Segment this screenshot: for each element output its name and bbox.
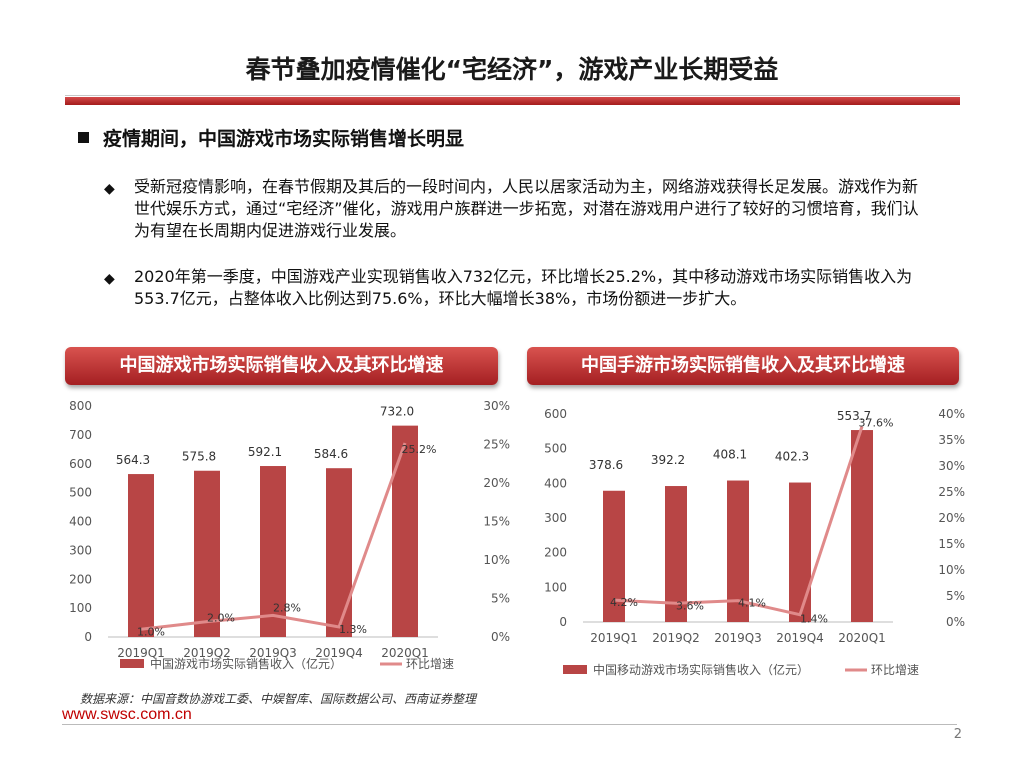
- bullet-item-1: ◆ 受新冠疫情影响，在春节假期及其后的一段时间内，人民以居家活动为主，网络游戏获…: [104, 176, 932, 242]
- growth-rate-label: 1.4%: [800, 613, 828, 626]
- growth-rate-label: 4.1%: [738, 597, 766, 610]
- y2-tick-label: 10%: [938, 563, 965, 577]
- growth-rate-label: 1.3%: [339, 623, 367, 636]
- bar-value-label: 402.3: [775, 450, 809, 464]
- y-tick-label: 0: [84, 630, 92, 644]
- x-tick-label: 2019Q3: [714, 631, 762, 645]
- growth-rate-label: 25.2%: [402, 443, 437, 456]
- bar-2019q1: [128, 474, 154, 637]
- x-tick-label: 2019Q2: [652, 631, 700, 645]
- growth-rate-label: 37.6%: [859, 416, 894, 429]
- x-tick-label: 2019Q1: [590, 631, 638, 645]
- y-tick-label: 600: [544, 407, 567, 421]
- y-tick-label: 600: [69, 457, 92, 471]
- bar-value-label: 732.0: [380, 405, 414, 419]
- section-heading: 疫情期间，中国游戏市场实际销售增长明显: [78, 124, 464, 151]
- page-title: 春节叠加疫情催化“宅经济”，游戏产业长期受益: [245, 55, 779, 84]
- growth-rate-label: 2.0%: [207, 612, 235, 625]
- y-tick-label: 100: [69, 601, 92, 615]
- y2-tick-label: 20%: [938, 511, 965, 525]
- y2-tick-label: 35%: [938, 433, 965, 447]
- y-tick-label: 800: [69, 399, 92, 413]
- diamond-bullet-icon: ◆: [104, 271, 115, 287]
- bar-2019q2: [665, 486, 687, 622]
- chart-title-2: 中国手游市场实际销售收入及其环比增速: [527, 347, 959, 385]
- bar-value-label: 592.1: [248, 445, 282, 459]
- y2-tick-label: 0%: [946, 615, 965, 629]
- x-tick-label: 2019Q2: [183, 646, 231, 660]
- chart-game-market-revenue: 0 100 200 300 400 500 600 700 800 0% 5% 10% 15% 20% 25…: [69, 399, 510, 671]
- bar-2019q2: [194, 470, 220, 637]
- y2-tick-label: 10%: [483, 553, 510, 567]
- y-tick-label: 100: [544, 580, 567, 594]
- y-tick-label: 300: [69, 543, 92, 557]
- square-bullet-icon: [78, 132, 89, 143]
- legend-bar-label: 中国游戏市场实际销售收入（亿元）: [150, 656, 342, 671]
- title-divider: [65, 95, 960, 105]
- y2-tick-label: 25%: [483, 438, 510, 452]
- x-tick-label: 2019Q1: [117, 646, 165, 660]
- y2-tick-label: 30%: [483, 399, 510, 413]
- legend-line-label: 环比增速: [871, 663, 919, 677]
- chart-title-1: 中国游戏市场实际销售收入及其环比增速: [65, 347, 498, 385]
- y2-tick-label: 15%: [938, 537, 965, 551]
- bullet-text-2: 2020年第一季度，中国游戏产业实现销售收入732亿元，环比增长25.2%，其中…: [134, 267, 913, 308]
- y-tick-label: 200: [544, 546, 567, 560]
- legend-bar-swatch: [120, 659, 144, 668]
- bar-value-label: 408.1: [713, 448, 747, 462]
- y2-tick-label: 15%: [483, 515, 510, 529]
- bar-value-label: 392.2: [651, 453, 685, 467]
- legend-line-label: 环比增速: [406, 657, 454, 671]
- y2-tick-label: 0%: [491, 630, 510, 644]
- y2-tick-label: 40%: [938, 407, 965, 421]
- website-link[interactable]: www.swsc.com.cn: [62, 706, 192, 723]
- x-tick-label: 2019Q4: [315, 646, 363, 660]
- y2-tick-label: 25%: [938, 485, 965, 499]
- diamond-bullet-icon: ◆: [104, 181, 115, 197]
- bar-value-label: 575.8: [182, 450, 216, 464]
- y-tick-label: 700: [69, 428, 92, 442]
- section-heading-text: 疫情期间，中国游戏市场实际销售增长明显: [103, 128, 465, 150]
- bullet-text-1: 受新冠疫情影响，在春节假期及其后的一段时间内，人民以居家活动为主，网络游戏获得长…: [134, 177, 919, 240]
- legend-bar-label: 中国移动游戏市场实际销售收入（亿元）: [593, 662, 809, 677]
- bullet-item-2: ◆ 2020年第一季度，中国游戏产业实现销售收入732亿元，环比增长25.2%，…: [104, 266, 932, 310]
- bar-2020q1: [392, 425, 418, 637]
- y-tick-label: 300: [544, 511, 567, 525]
- y2-tick-label: 20%: [483, 476, 510, 490]
- bar-value-label: 553.7: [837, 409, 871, 423]
- footer-divider: [62, 724, 957, 725]
- growth-rate-label: 3.6%: [676, 599, 704, 612]
- bar-2019q3: [260, 466, 286, 637]
- bar-2019q3: [727, 480, 749, 622]
- data-source-note: 数据来源：中国音数协游戏工委、中娱智库、国际数据公司、西南证券整理: [80, 692, 477, 706]
- bar-2019q4: [326, 468, 352, 637]
- y-tick-label: 500: [544, 442, 567, 456]
- growth-rate-label: 2.8%: [273, 601, 301, 614]
- chart-mobile-game-revenue: 0 100 200 300 400 500 600 0% 5% 10% 15% 20% 25% 30% 35…: [544, 407, 965, 677]
- page-number: 2: [953, 727, 962, 742]
- legend-bar-swatch: [563, 665, 587, 674]
- y2-tick-label: 30%: [938, 459, 965, 473]
- y-tick-label: 400: [544, 476, 567, 490]
- growth-rate-line: [613, 426, 864, 617]
- x-tick-label: 2020Q1: [381, 646, 429, 660]
- y-tick-label: 200: [69, 572, 92, 586]
- growth-rate-label: 4.2%: [610, 596, 638, 609]
- x-tick-label: 2019Q4: [776, 631, 824, 645]
- bar-value-label: 564.3: [116, 453, 150, 467]
- bar-2019q4: [789, 482, 811, 622]
- y2-tick-label: 5%: [946, 589, 965, 603]
- y2-tick-label: 5%: [491, 592, 510, 606]
- y-tick-label: 500: [69, 486, 92, 500]
- bar-2019q1: [603, 490, 625, 622]
- bar-2020q1: [851, 430, 873, 622]
- y-tick-label: 0: [559, 615, 567, 629]
- x-tick-label: 2019Q3: [249, 646, 297, 660]
- bar-value-label: 584.6: [314, 447, 348, 461]
- y-tick-label: 400: [69, 515, 92, 529]
- growth-rate-label: 1.0%: [137, 625, 165, 638]
- bar-value-label: 378.6: [589, 458, 623, 472]
- x-tick-label: 2020Q1: [838, 631, 886, 645]
- growth-rate-line: [140, 442, 407, 631]
